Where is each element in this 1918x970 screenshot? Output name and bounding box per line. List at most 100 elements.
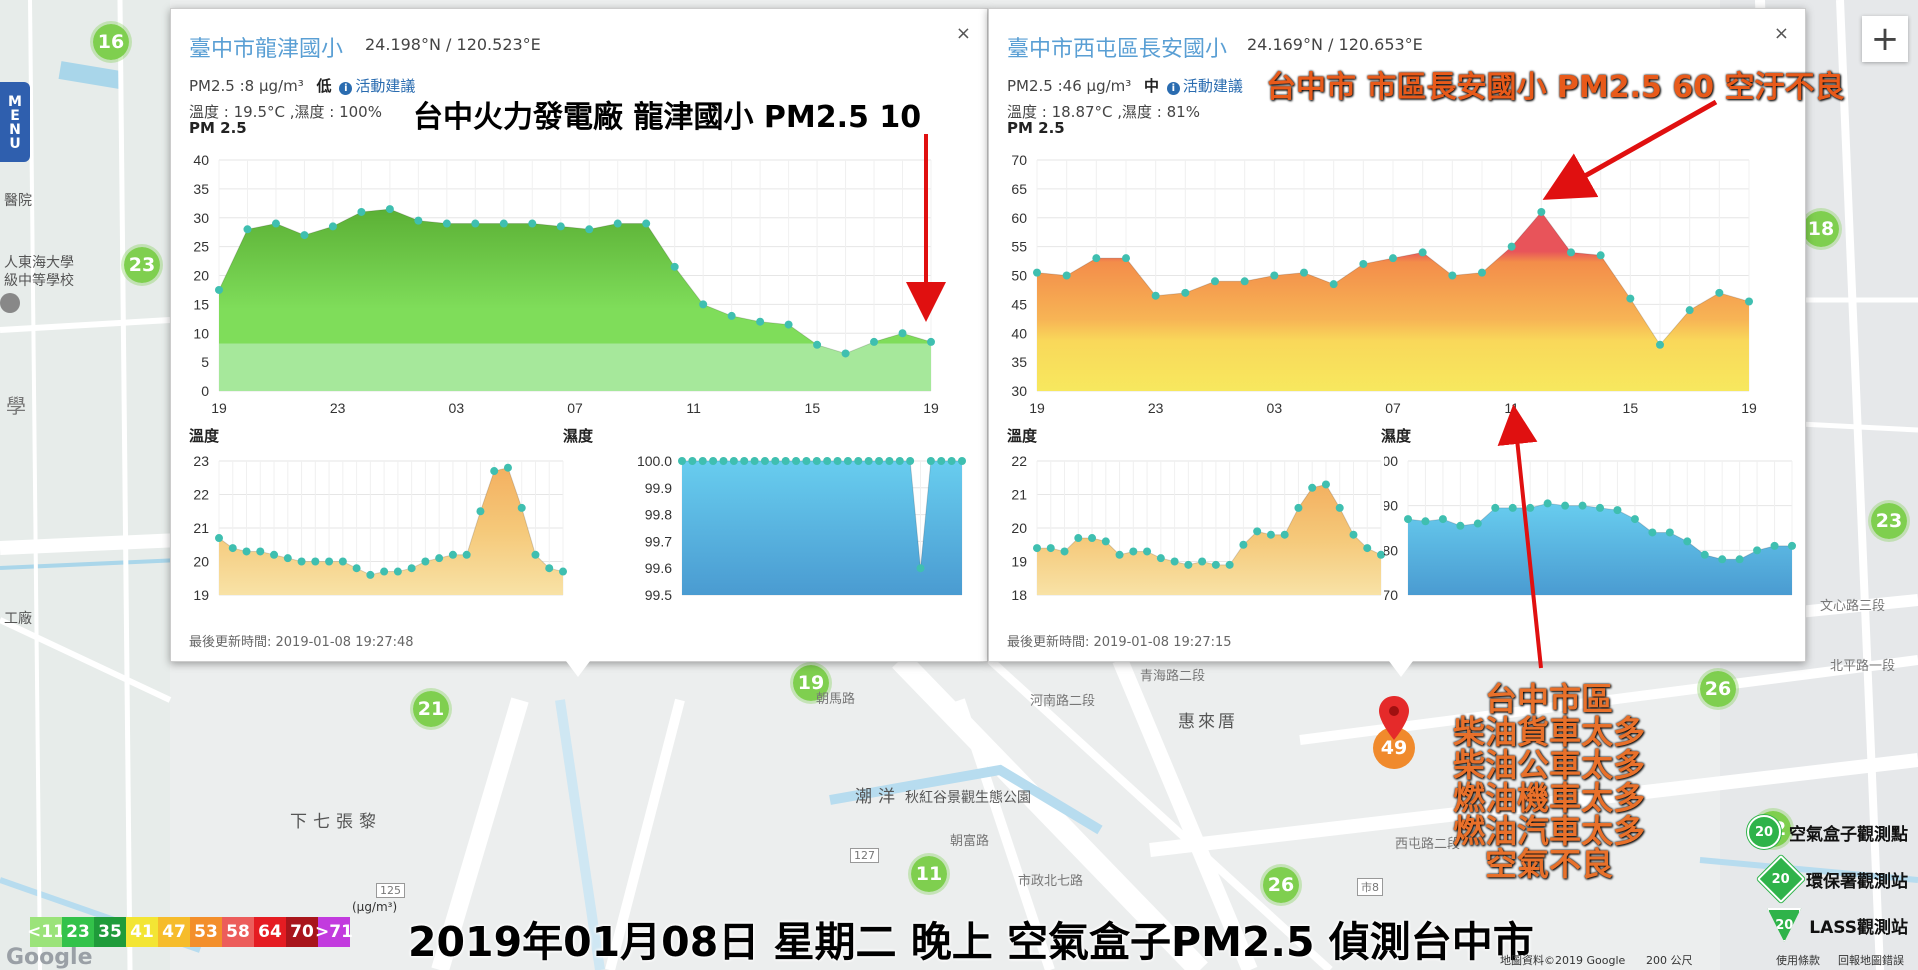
data-point[interactable] — [709, 457, 718, 465]
map-cluster-26[interactable]: 26 — [1260, 864, 1302, 906]
data-point[interactable] — [823, 457, 832, 465]
map-cluster-23[interactable]: 23 — [121, 244, 163, 286]
map-cluster-23-right[interactable]: 23 — [1868, 500, 1910, 542]
report-error-link[interactable]: 回報地圖錯誤 — [1838, 954, 1904, 967]
data-point[interactable] — [1253, 527, 1262, 536]
data-point[interactable] — [870, 337, 879, 346]
data-point[interactable] — [906, 457, 915, 465]
data-point[interactable] — [271, 219, 280, 228]
data-point[interactable] — [1211, 560, 1220, 569]
close-icon[interactable]: × — [955, 23, 971, 44]
data-point[interactable] — [1715, 288, 1724, 297]
data-point[interactable] — [613, 219, 622, 228]
data-point[interactable] — [556, 222, 565, 231]
data-point[interactable] — [1270, 271, 1279, 280]
data-point[interactable] — [670, 262, 679, 271]
data-point[interactable] — [1421, 517, 1430, 526]
data-point[interactable] — [1240, 277, 1249, 286]
data-point[interactable] — [1567, 248, 1575, 257]
data-point[interactable] — [927, 337, 935, 346]
data-point[interactable] — [283, 554, 292, 563]
data-point[interactable] — [1418, 248, 1427, 257]
data-point[interactable] — [385, 205, 394, 214]
legend-epa[interactable]: 20 環保署觀測站 — [1756, 854, 1908, 904]
data-point[interactable] — [698, 457, 707, 465]
data-point[interactable] — [1596, 251, 1605, 260]
data-point[interactable] — [352, 564, 361, 573]
activity-advice-link[interactable]: 活動建議 — [355, 77, 416, 95]
data-point[interactable] — [311, 557, 320, 566]
data-point[interactable] — [1115, 550, 1124, 559]
data-point[interactable] — [729, 457, 738, 465]
data-point[interactable] — [1438, 515, 1447, 524]
data-point[interactable] — [1389, 254, 1397, 263]
data-point[interactable] — [1359, 259, 1368, 268]
data-point[interactable] — [802, 457, 811, 465]
data-point[interactable] — [1363, 544, 1372, 553]
data-point[interactable] — [756, 317, 765, 326]
data-point[interactable] — [781, 457, 790, 465]
data-point[interactable] — [1308, 483, 1317, 492]
data-point[interactable] — [947, 457, 956, 465]
data-point[interactable] — [843, 457, 852, 465]
data-point[interactable] — [688, 457, 697, 465]
data-point[interactable] — [1665, 528, 1674, 537]
data-point[interactable] — [242, 547, 251, 556]
activity-advice-link[interactable]: 活動建議 — [1182, 77, 1243, 95]
data-point[interactable] — [1239, 540, 1248, 549]
data-point[interactable] — [875, 457, 884, 465]
data-point[interactable] — [1685, 306, 1694, 315]
menu-button[interactable]: MENU — [0, 82, 30, 162]
data-point[interactable] — [528, 219, 537, 228]
data-point[interactable] — [1122, 254, 1130, 263]
data-point[interactable] — [503, 463, 512, 472]
data-point[interactable] — [1156, 554, 1165, 563]
map-cluster-26-right[interactable]: 26 — [1697, 668, 1739, 710]
data-point[interactable] — [1700, 550, 1709, 559]
data-point[interactable] — [784, 320, 793, 329]
data-point[interactable] — [1143, 547, 1152, 556]
data-point[interactable] — [1225, 560, 1234, 569]
data-point[interactable] — [642, 219, 651, 228]
data-point[interactable] — [1033, 544, 1041, 553]
data-point[interactable] — [1321, 480, 1330, 489]
data-point[interactable] — [442, 219, 451, 228]
data-point[interactable] — [471, 219, 480, 228]
data-point[interactable] — [812, 457, 821, 465]
data-point[interactable] — [531, 550, 540, 559]
data-point[interactable] — [1683, 537, 1692, 546]
data-point[interactable] — [407, 564, 416, 573]
data-point[interactable] — [841, 349, 850, 358]
data-point[interactable] — [1092, 254, 1101, 263]
data-point[interactable] — [854, 457, 863, 465]
location-pin-icon[interactable] — [1379, 696, 1409, 740]
map-cluster-16[interactable]: 16 — [90, 21, 132, 63]
data-point[interactable] — [256, 547, 265, 556]
data-point[interactable] — [1062, 271, 1071, 280]
data-point[interactable] — [1561, 501, 1570, 510]
data-point[interactable] — [719, 457, 728, 465]
data-point[interactable] — [813, 340, 822, 349]
data-point[interactable] — [1448, 271, 1457, 280]
data-point[interactable] — [421, 557, 430, 566]
data-point[interactable] — [1329, 280, 1338, 289]
data-point[interactable] — [1280, 530, 1289, 539]
data-point[interactable] — [1491, 503, 1500, 512]
data-point[interactable] — [1656, 340, 1664, 349]
data-point[interactable] — [1377, 550, 1385, 559]
data-point[interactable] — [750, 457, 759, 465]
legend-airbox[interactable]: 20 空氣盒子觀測點 — [1747, 815, 1908, 849]
data-point[interactable] — [1300, 268, 1308, 277]
data-point[interactable] — [760, 457, 769, 465]
data-point[interactable] — [833, 457, 842, 465]
data-point[interactable] — [476, 507, 485, 516]
data-point[interactable] — [699, 300, 708, 309]
data-point[interactable] — [448, 550, 457, 559]
data-point[interactable] — [1596, 503, 1604, 512]
data-point[interactable] — [1478, 268, 1486, 277]
data-point[interactable] — [243, 225, 252, 234]
popup-title[interactable]: 臺中市龍津國小 — [189, 37, 344, 62]
data-point[interactable] — [517, 503, 526, 512]
map-cluster-21[interactable]: 21 — [410, 688, 452, 730]
data-point[interactable] — [1537, 207, 1546, 216]
